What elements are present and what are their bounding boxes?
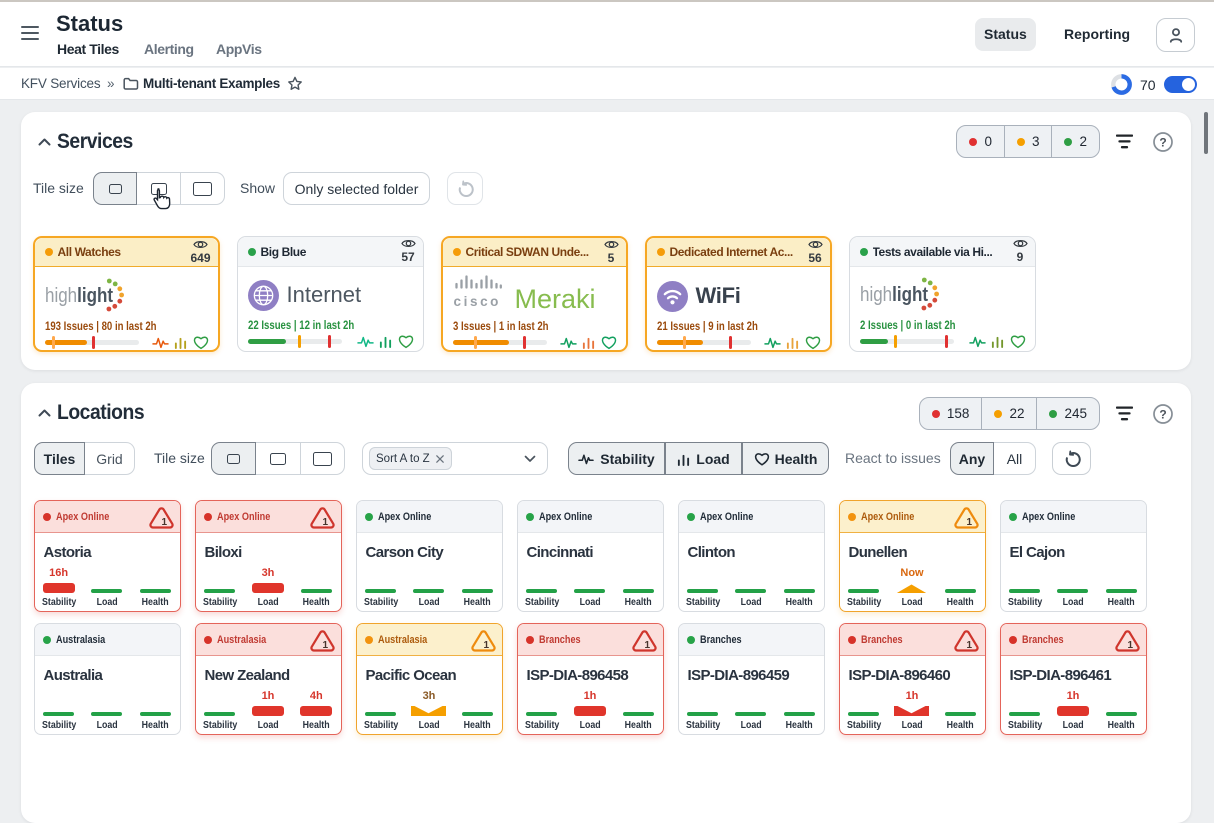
svg-text:1: 1	[161, 517, 167, 528]
svg-text:1: 1	[644, 640, 650, 651]
svg-text:?: ?	[1159, 407, 1166, 421]
svg-text:1: 1	[966, 640, 972, 651]
svg-text:1: 1	[322, 640, 328, 651]
svg-text:1: 1	[322, 517, 328, 528]
svg-text:1: 1	[483, 640, 489, 651]
svg-text:?: ?	[1159, 135, 1166, 149]
svg-text:1: 1	[1127, 640, 1133, 651]
svg-text:1: 1	[966, 517, 972, 528]
